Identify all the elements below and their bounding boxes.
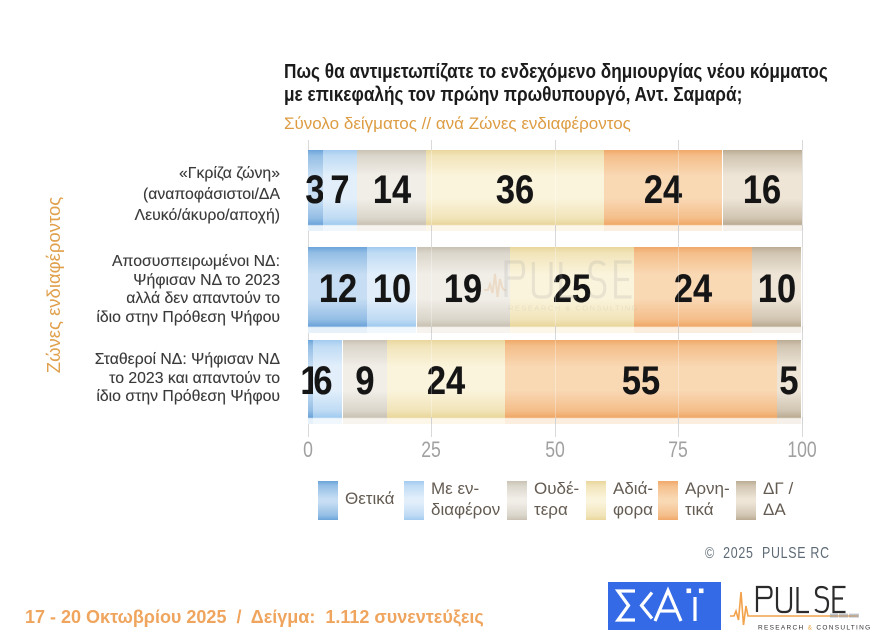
svg-text:RESEARCH & CONSULTING: RESEARCH & CONSULTING — [758, 625, 872, 632]
svg-text:RESEARCH & CONSULTING: RESEARCH & CONSULTING — [508, 304, 639, 313]
